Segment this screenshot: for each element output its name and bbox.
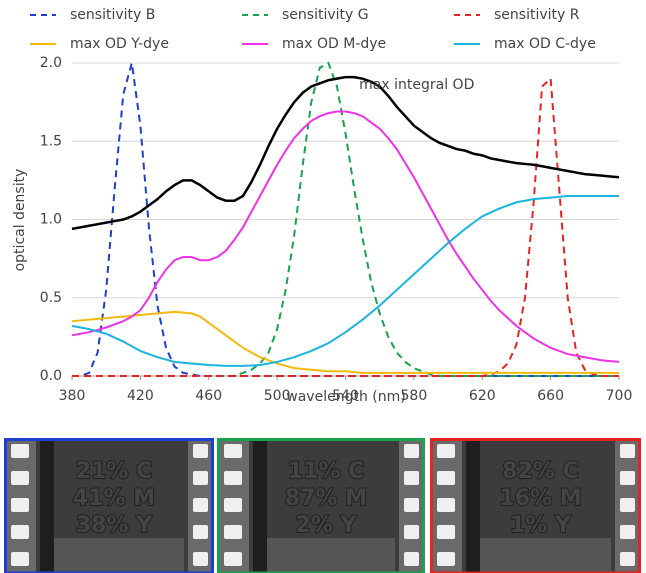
film-panels: 21% C41% M38% Y11% C87% M2% Y82% C16% M1… bbox=[4, 438, 641, 573]
x-tick-label: 700 bbox=[606, 388, 633, 404]
sprocket-hole bbox=[620, 444, 635, 458]
film-band bbox=[40, 438, 54, 573]
sprocket-hole bbox=[620, 471, 635, 485]
dye-percentage: 2% Y bbox=[296, 513, 358, 538]
film-floor bbox=[480, 538, 611, 573]
x-tick-label: 540 bbox=[332, 388, 359, 404]
sprocket-hole bbox=[620, 552, 635, 566]
film-panel: 21% C41% M38% Y bbox=[4, 438, 214, 573]
sprocket-hole bbox=[437, 471, 455, 485]
sprocket-hole bbox=[224, 471, 242, 485]
series-line bbox=[71, 110, 620, 363]
dye-percentage: 87% M bbox=[285, 486, 367, 511]
y-tick-label: 0.0 bbox=[40, 368, 62, 384]
series-line bbox=[71, 195, 619, 367]
dye-percentage: 21% C bbox=[76, 459, 152, 484]
panel-border bbox=[217, 438, 425, 573]
x-tick-label: 460 bbox=[195, 388, 222, 404]
annotation: max integral OD bbox=[359, 77, 474, 93]
sprocket-hole bbox=[224, 525, 242, 539]
sprocket-hole bbox=[193, 525, 208, 539]
sprocket-hole bbox=[437, 525, 455, 539]
chart: wavelength (nm) optical density 0.0 0.5 1.… bbox=[12, 7, 632, 405]
sprocket-hole bbox=[404, 498, 419, 512]
dye-percentage: 16% M bbox=[499, 486, 581, 511]
sprocket-hole bbox=[11, 471, 29, 485]
y-tick-label: 1.5 bbox=[40, 133, 62, 149]
sprocket-hole bbox=[404, 471, 419, 485]
sprocket-hole bbox=[11, 444, 29, 458]
series-line bbox=[71, 310, 619, 374]
series-line bbox=[72, 61, 619, 377]
sprocket-hole bbox=[224, 498, 242, 512]
sprocket-hole bbox=[620, 525, 635, 539]
x-tick-label: 580 bbox=[401, 388, 428, 404]
sprocket-hole bbox=[224, 444, 242, 458]
x-tick-label: 660 bbox=[537, 388, 564, 404]
sprocket-hole bbox=[11, 498, 29, 512]
sprocket-hole bbox=[193, 552, 208, 566]
x-tick-label: 620 bbox=[469, 388, 496, 404]
sprocket-hole bbox=[11, 552, 29, 566]
x-axis-label: wavelength (nm) bbox=[286, 389, 405, 405]
legend-label: sensitivity R bbox=[494, 7, 580, 23]
sprocket-hole bbox=[437, 444, 455, 458]
y-tick-label: 1.0 bbox=[40, 212, 62, 228]
y-axis-label: optical density bbox=[12, 169, 28, 272]
x-tick-label: 380 bbox=[59, 388, 86, 404]
sprocket-hole bbox=[404, 552, 419, 566]
dye-percentage: 1% Y bbox=[510, 513, 572, 538]
film-panel: 11% C87% M2% Y bbox=[217, 438, 425, 573]
film-panel: 82% C16% M1% Y bbox=[430, 438, 641, 573]
series-line bbox=[71, 75, 620, 231]
film-floor bbox=[267, 538, 395, 573]
sprocket-hole bbox=[620, 498, 635, 512]
film-band bbox=[253, 438, 267, 573]
x-tick-label: 420 bbox=[127, 388, 154, 404]
sprocket-hole bbox=[193, 498, 208, 512]
y-tick-label: 0.5 bbox=[40, 290, 62, 306]
legend-label: max OD M-dye bbox=[282, 36, 386, 52]
dye-percentage: 38% Y bbox=[76, 513, 153, 538]
legend-label: max OD Y-dye bbox=[70, 36, 169, 52]
panel-border bbox=[430, 438, 641, 573]
x-tick-label: 500 bbox=[264, 388, 291, 404]
legend-label: max OD C-dye bbox=[494, 36, 596, 52]
sprocket-hole bbox=[224, 552, 242, 566]
dye-percentage: 11% C bbox=[288, 459, 364, 484]
y-tick-label: 2.0 bbox=[40, 55, 62, 71]
legend-label: sensitivity G bbox=[282, 7, 369, 23]
sprocket-hole bbox=[404, 525, 419, 539]
sprocket-hole bbox=[11, 525, 29, 539]
dye-percentage: 82% C bbox=[502, 459, 578, 484]
sprocket-hole bbox=[193, 444, 208, 458]
film-floor bbox=[54, 538, 184, 573]
sprocket-hole bbox=[193, 471, 208, 485]
sprocket-hole bbox=[437, 498, 455, 512]
panel-border bbox=[4, 438, 214, 573]
series-line bbox=[72, 62, 619, 377]
film-band bbox=[466, 438, 480, 573]
sprocket-hole bbox=[437, 552, 455, 566]
dye-percentage: 41% M bbox=[73, 486, 155, 511]
legend-label: sensitivity B bbox=[70, 7, 155, 23]
sprocket-hole bbox=[404, 444, 419, 458]
